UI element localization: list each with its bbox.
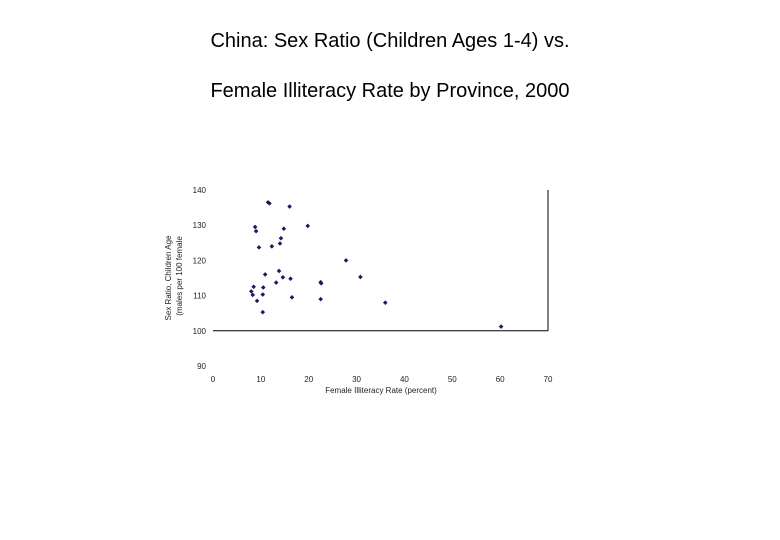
chart-title-line-2: Female Illiteracy Rate by Province, 2000 — [210, 80, 570, 102]
data-point — [305, 223, 311, 229]
data-point — [498, 324, 504, 329]
x-tick-label: 30 — [352, 375, 361, 384]
data-point — [318, 280, 324, 286]
data-point — [277, 241, 283, 246]
data-point — [265, 200, 271, 205]
data-point — [269, 244, 275, 249]
data-point — [267, 201, 272, 206]
data-point — [260, 285, 266, 290]
data-point — [253, 228, 259, 234]
chart-title-line-1: China: Sex Ratio (Children Ages 1-4) vs. — [210, 30, 570, 52]
y-tick-label: 130 — [193, 221, 207, 230]
data-point — [252, 224, 258, 230]
data-point — [318, 296, 323, 302]
data-point — [281, 226, 287, 232]
y-tick-label: 100 — [193, 327, 207, 336]
data-point — [358, 274, 363, 280]
x-tick-label: 70 — [544, 375, 553, 384]
y-tick-label: 140 — [193, 186, 207, 195]
x-tick-label: 60 — [496, 375, 505, 384]
data-point — [273, 280, 279, 285]
y-tick-label: 120 — [193, 256, 207, 265]
data-point — [262, 272, 268, 277]
data-point — [250, 292, 256, 298]
data-point — [343, 258, 349, 263]
y-tick-label: 110 — [193, 292, 206, 301]
data-point — [260, 309, 266, 315]
data-point — [248, 289, 254, 294]
x-tick-label: 10 — [256, 375, 265, 384]
data-point — [278, 235, 284, 241]
data-point — [260, 292, 266, 297]
data-point — [289, 295, 295, 300]
x-tick-label: 40 — [400, 375, 409, 384]
data-point — [256, 245, 262, 250]
data-point — [276, 268, 282, 274]
x-axis-label: Female Illiteracy Rate (percent) — [325, 386, 437, 395]
y-tick-label: 90 — [197, 362, 206, 371]
data-point — [251, 284, 256, 290]
data-point — [280, 274, 286, 280]
data-point — [288, 276, 293, 282]
data-point — [254, 298, 260, 304]
data-point — [287, 204, 292, 209]
x-tick-label: 20 — [304, 375, 313, 384]
y-axis-label-line-2: (males per 100 female — [175, 236, 184, 316]
data-point — [382, 300, 388, 305]
y-axis-label-line-1: Sex Ratio, Children Age — [164, 235, 173, 320]
x-tick-label: 0 — [211, 375, 216, 384]
x-tick-label: 50 — [448, 375, 457, 384]
